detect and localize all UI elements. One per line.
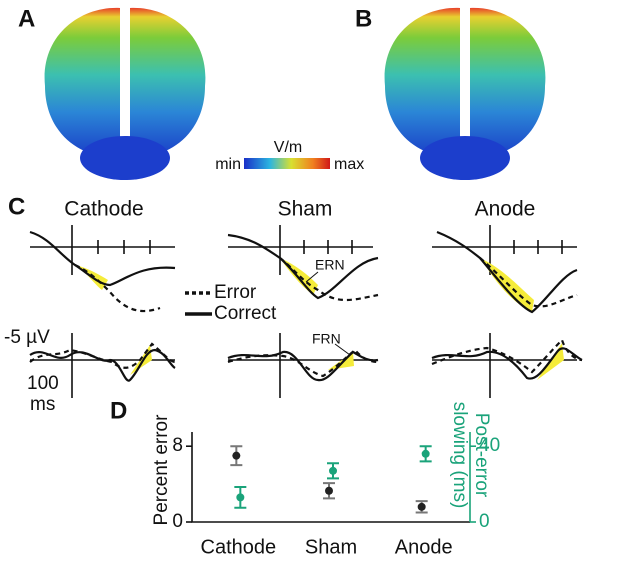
y2-tick-label: 0 (479, 511, 490, 532)
erp-cathode (29, 225, 176, 398)
panel-label: C (8, 193, 25, 220)
chart: 0 8 0 40 Cathode Sham Anode (172, 432, 500, 558)
x-tick-label: Sham (305, 536, 357, 558)
colorbar-max: max (334, 156, 364, 173)
y-axis-label: Percent error (151, 414, 172, 526)
point (417, 502, 426, 511)
condition-title: Sham (278, 198, 333, 221)
annotation-frn: FRN (312, 331, 341, 347)
y2-axis-label: Post-error slowing (ms) (449, 401, 492, 509)
panel-label: B (355, 5, 372, 32)
y-tick-label: 8 (172, 435, 183, 456)
arrow (305, 271, 319, 283)
scale-amplitude: -5 µV (4, 327, 50, 348)
point (325, 486, 333, 495)
condition-title: Cathode (64, 198, 143, 221)
panel-label: A (18, 5, 35, 32)
erp-anode (431, 225, 583, 398)
condition-title: Anode (475, 198, 536, 221)
scale-time: 100 (27, 373, 59, 394)
arrow (334, 343, 351, 356)
annotation-ern: ERN (315, 257, 345, 273)
brain-map (44, 7, 206, 180)
brain-map (384, 7, 546, 180)
point (421, 449, 430, 458)
erp-sham (227, 225, 379, 398)
point (232, 451, 241, 460)
legend-correct: Correct (214, 303, 277, 324)
scale-time-unit: ms (30, 394, 55, 415)
panel-label: D (110, 397, 127, 424)
point (329, 466, 337, 475)
colorbar-unit: V/m (274, 139, 302, 156)
x-tick-label: Cathode (201, 536, 277, 558)
colorbar-min: min (215, 156, 241, 173)
colorbar (244, 158, 330, 169)
point (236, 493, 245, 502)
y-tick-label: 0 (172, 511, 183, 532)
x-tick-label: Anode (395, 536, 453, 558)
y2-tick-label: 40 (479, 435, 500, 456)
legend-error: Error (214, 282, 257, 303)
